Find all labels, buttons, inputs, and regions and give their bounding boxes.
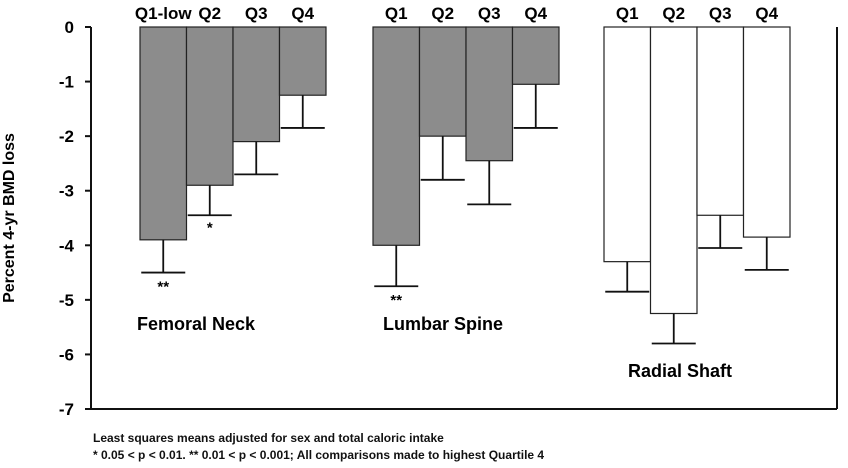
y-tick-label: 0 [65, 18, 74, 37]
bar [185, 26, 234, 186]
footnote-adjustment: Least squares means adjusted for sex and… [93, 431, 444, 445]
bar [511, 26, 560, 85]
category-label: Q3 [709, 4, 732, 23]
category-label: Q1-low [135, 4, 192, 23]
bar [696, 26, 745, 216]
category-label: Q1 [385, 4, 408, 23]
category-label: Q1 [616, 4, 639, 23]
category-label: Q4 [755, 4, 778, 23]
category-label: Q4 [524, 4, 547, 23]
bar [232, 26, 281, 143]
bar [742, 26, 791, 238]
y-axis-title: Percent 4-yr BMD loss [1, 133, 18, 303]
category-label: Q2 [431, 4, 454, 23]
category-label: Q2 [662, 4, 685, 23]
y-tick-label: -6 [59, 345, 74, 364]
bar [372, 26, 421, 246]
y-tick-label: -4 [59, 236, 75, 255]
bar [603, 26, 652, 263]
bar [139, 26, 188, 241]
y-tick-label: -7 [59, 400, 74, 419]
group-label: Lumbar Spine [383, 314, 503, 334]
significance-marker: ** [157, 279, 169, 296]
bar [465, 26, 514, 162]
y-tick-label: -2 [59, 127, 74, 146]
category-label: Q2 [198, 4, 221, 23]
group-label: Femoral Neck [137, 314, 256, 334]
bar [418, 26, 467, 137]
bar [278, 26, 327, 96]
significance-marker: ** [390, 292, 402, 309]
footnote-significance: * 0.05 < p < 0.01. ** 0.01 < p < 0.001; … [93, 448, 545, 462]
group-label: Radial Shaft [628, 361, 732, 381]
y-tick-label: -1 [59, 73, 74, 92]
bar [649, 26, 698, 315]
category-label: Q3 [478, 4, 501, 23]
category-label: Q4 [291, 4, 314, 23]
significance-marker: * [207, 219, 213, 236]
y-tick-label: -5 [59, 291, 74, 310]
y-tick-label: -3 [59, 182, 74, 201]
category-label: Q3 [245, 4, 268, 23]
